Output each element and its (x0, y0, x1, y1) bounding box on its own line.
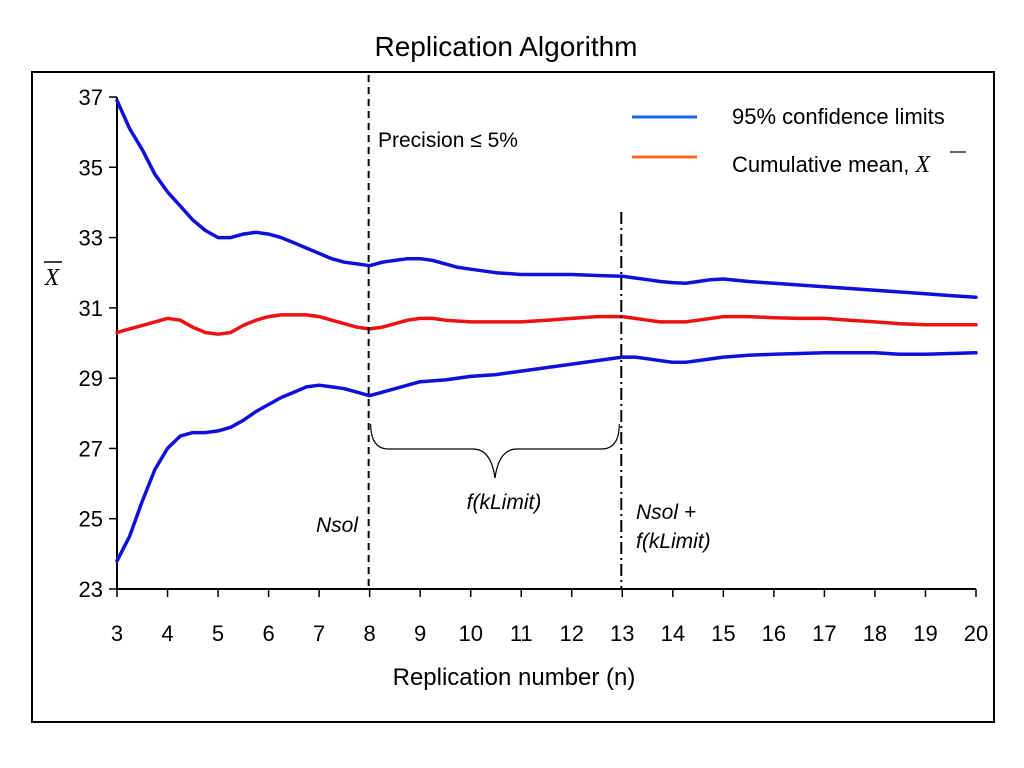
x-tick-label: 9 (414, 621, 426, 646)
x-tick-label: 3 (111, 621, 123, 646)
x-tick-label: 12 (560, 621, 584, 646)
legend-label-confidence: 95% confidence limits (732, 104, 945, 129)
y-tick-label: 25 (79, 507, 103, 532)
x-tick-label: 15 (711, 621, 735, 646)
x-tick-label: 8 (364, 621, 376, 646)
legend-label-mean: Cumulative mean, X (732, 152, 931, 178)
legend: 95% confidence limits Cumulative mean, X (632, 104, 966, 178)
y-tick-label: 29 (79, 366, 103, 391)
span-brace (371, 424, 620, 478)
x-tick-label: 18 (863, 621, 887, 646)
x-tick-label: 20 (964, 621, 988, 646)
nsol-label: Nsol (316, 514, 359, 537)
x-tick-label: 10 (458, 621, 482, 646)
x-tick-label: 13 (610, 621, 634, 646)
series-line-cumulative-mean (117, 315, 976, 334)
annotation-layer: Precision ≤ 5% Nsol f(kLimit) Nsol + f(k… (316, 75, 711, 589)
y-tick-label: 27 (79, 436, 103, 461)
legend-mean-symbol: X (914, 152, 931, 178)
x-tick-label: 11 (510, 621, 533, 646)
x-tick-label: 7 (313, 621, 325, 646)
x-tick-label: 17 (812, 621, 836, 646)
brace-label: f(kLimit) (467, 491, 542, 514)
x-tick-label: 6 (262, 621, 274, 646)
chart-canvas: Replication Algorithm Replication number… (0, 0, 1024, 768)
y-axis-label-text: X (44, 265, 61, 291)
x-tick-label: 19 (913, 621, 937, 646)
precision-annotation: Precision ≤ 5% (378, 129, 518, 152)
x-tick-label: 16 (762, 621, 786, 646)
y-axis-label: X (44, 262, 62, 291)
x-tick-label: 14 (661, 621, 685, 646)
y-tick-label: 31 (79, 296, 103, 321)
x-tick-label: 4 (161, 621, 173, 646)
limit-label-line1: Nsol + (636, 501, 696, 524)
limit-label-line2: f(kLimit) (636, 530, 711, 553)
y-tick-label: 37 (79, 85, 103, 110)
series-line-lower-limit (117, 353, 976, 561)
x-tick-label: 5 (212, 621, 224, 646)
y-tick-label: 33 (79, 226, 103, 251)
x-axis-label: Replication number (n) (393, 664, 636, 691)
chart-title: Replication Algorithm (374, 31, 637, 62)
series-line-upper-limit (117, 101, 976, 298)
y-tick-label: 35 (79, 155, 103, 180)
y-tick-label: 23 (79, 577, 103, 602)
